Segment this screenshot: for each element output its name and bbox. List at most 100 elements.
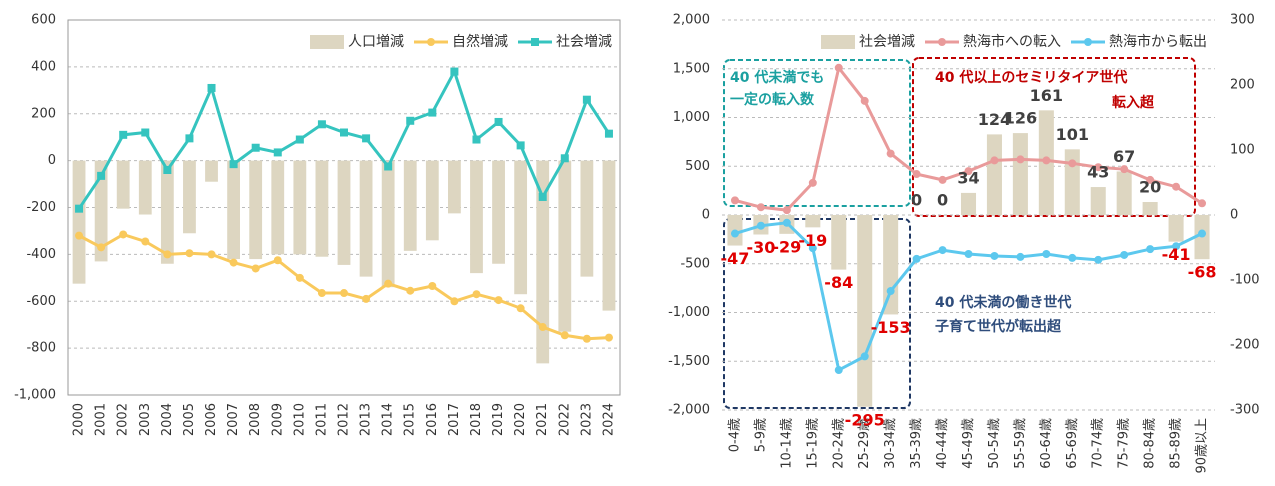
data-label: 161: [1030, 86, 1063, 105]
data-label: 126: [1004, 109, 1037, 128]
marker: [860, 352, 869, 361]
marker: [1068, 159, 1077, 168]
marker: [834, 366, 843, 375]
marker: [516, 304, 525, 313]
bar: [315, 160, 329, 257]
marker: [582, 95, 591, 104]
marker: [494, 117, 503, 126]
data-label: 20: [1139, 178, 1161, 197]
marker: [964, 167, 973, 176]
data-label: 67: [1113, 147, 1135, 166]
marker: [1120, 165, 1129, 174]
annotation: 40 代未満でも: [730, 69, 824, 86]
data-label: -153: [871, 318, 911, 337]
x-tick-label: 50-54歳: [987, 418, 1002, 469]
x-tick-label: 2010: [292, 403, 307, 436]
marker: [450, 297, 459, 306]
marker: [185, 249, 194, 258]
marker: [340, 289, 348, 298]
bar: [580, 160, 594, 277]
bar: [183, 160, 196, 234]
bar: [1090, 187, 1106, 215]
y-tick-label: -1,000: [14, 388, 56, 403]
bar: [492, 160, 505, 264]
bar: [1142, 202, 1158, 215]
x-tick-label: 2018: [469, 403, 484, 436]
data-label: -68: [1188, 263, 1217, 282]
marker: [1172, 182, 1181, 191]
y-tick-label: 600: [31, 13, 56, 28]
marker: [141, 237, 150, 246]
marker: [912, 170, 921, 179]
marker: [207, 250, 216, 259]
marker: [450, 67, 459, 76]
y-tick-label: 500: [685, 159, 710, 174]
marker: [384, 162, 393, 171]
marker: [1042, 156, 1051, 165]
annotation: 40 代未満の働き世代: [935, 294, 1071, 311]
marker: [229, 160, 238, 169]
bar: [381, 160, 395, 288]
marker: [808, 178, 817, 187]
x-tick-label: 70-74歳: [1091, 418, 1106, 469]
legend-marker: [531, 38, 539, 46]
y-tick-label: -1,500: [668, 354, 710, 369]
bar: [359, 160, 373, 277]
marker: [494, 296, 503, 305]
data-label: 0: [937, 191, 948, 210]
legend-label: 熱海市から転出: [1109, 33, 1207, 50]
marker: [730, 229, 739, 238]
marker: [990, 251, 999, 260]
line: [734, 64, 1203, 212]
data-label: -295: [845, 410, 885, 429]
marker: [362, 294, 371, 303]
y-tick-label: 1,500: [673, 61, 710, 76]
x-tick-label: 15-19歳: [805, 418, 820, 469]
marker: [1016, 155, 1025, 164]
marker: [1120, 250, 1129, 259]
marker: [990, 156, 999, 165]
marker: [938, 246, 947, 255]
x-tick-label: 60-64歳: [1039, 418, 1054, 469]
x-tick-label: 2002: [116, 403, 131, 436]
x-tick-label: 2019: [491, 403, 506, 436]
x-tick-label: 40-44歳: [935, 418, 950, 469]
marker: [251, 264, 260, 273]
marker: [1146, 245, 1155, 254]
y-tick-label: -500: [680, 256, 710, 271]
marker: [964, 250, 973, 258]
data-label: -47: [721, 249, 750, 268]
y-tick-label: -400: [26, 247, 56, 262]
marker: [1016, 252, 1025, 261]
data-label: -19: [798, 231, 827, 250]
box-red: [912, 57, 1196, 217]
bar: [805, 215, 821, 228]
marker: [428, 282, 437, 291]
x-tick-label: 2011: [314, 403, 329, 436]
marker: [75, 204, 84, 213]
marker: [782, 218, 791, 227]
x-tick-label: 2015: [403, 403, 418, 436]
x-tick-label: 2023: [579, 403, 594, 436]
bar: [831, 215, 847, 270]
y2-tick-label: 300: [1230, 13, 1255, 28]
x-tick-label: 2020: [513, 403, 528, 436]
y2-tick-label: -100: [1230, 273, 1260, 288]
marker: [97, 171, 106, 180]
data-label: -29: [772, 237, 801, 256]
x-tick-label: 85-89歳: [1169, 418, 1184, 469]
x-tick-label: 10-14歳: [779, 418, 794, 469]
y2-tick-label: -200: [1230, 338, 1260, 353]
y-tick-label: -600: [26, 294, 56, 309]
legend-label: 社会増減: [556, 33, 612, 50]
bar: [1064, 149, 1080, 215]
data-label: -30: [746, 238, 775, 257]
x-tick-label: 2003: [138, 403, 153, 436]
x-tick-label: 2008: [248, 403, 263, 436]
x-tick-label: 2024: [601, 403, 616, 436]
annotation: 子育て世代が転出超: [935, 318, 1062, 335]
data-label: -84: [824, 273, 853, 292]
x-tick-label: 2017: [447, 403, 462, 436]
x-tick-label: 2012: [337, 403, 352, 436]
marker: [538, 192, 547, 201]
